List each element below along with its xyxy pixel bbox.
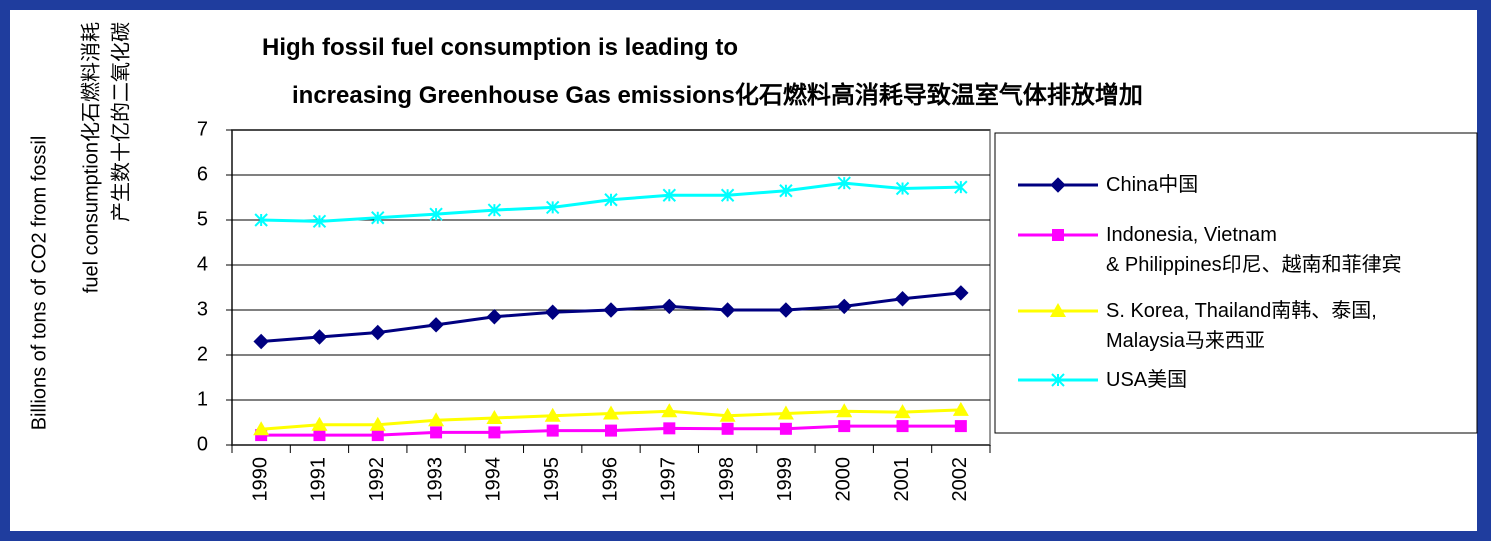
marker	[779, 184, 793, 198]
chart-title: High fossil fuel consumption is leading …	[262, 34, 739, 61]
marker	[954, 420, 967, 433]
legend-label: S. Korea, Thailand南韩、泰国, Malaysia马来西亚	[1106, 300, 1377, 352]
x-tick-label: 1992	[366, 457, 388, 502]
marker	[253, 421, 270, 436]
marker	[371, 429, 384, 442]
x-tick-label: 2001	[891, 457, 913, 502]
y-tick-label: 5	[197, 208, 208, 230]
marker	[719, 407, 736, 422]
x-tick-label: 1998	[716, 457, 738, 502]
marker	[370, 324, 386, 341]
marker	[546, 424, 559, 437]
marker	[894, 291, 911, 307]
marker	[1051, 373, 1065, 387]
marker	[952, 401, 969, 416]
marker	[719, 302, 736, 318]
marker	[603, 405, 619, 420]
marker	[720, 188, 735, 202]
marker	[603, 302, 619, 318]
y-axis-label: fuel consumption化石燃料消耗	[79, 22, 102, 293]
marker	[953, 285, 969, 301]
marker	[896, 420, 909, 433]
x-tick-label: 1999	[774, 457, 796, 502]
marker	[428, 317, 444, 333]
x-tick-label: 2002	[949, 457, 971, 502]
marker	[836, 298, 852, 315]
marker	[486, 410, 503, 424]
x-tick-label: 2000	[833, 457, 855, 502]
marker	[1052, 229, 1064, 241]
marker	[1050, 177, 1066, 193]
x-tick-label: 1993	[424, 457, 446, 502]
marker	[430, 426, 443, 439]
marker	[661, 403, 678, 418]
marker	[777, 405, 794, 420]
marker	[1050, 303, 1066, 317]
marker	[661, 298, 678, 315]
y-tick-label: 2	[197, 343, 208, 365]
x-tick-label: 1990	[249, 457, 271, 502]
x-tick-label: 1991	[308, 457, 330, 502]
legend-label: USA美国	[1106, 369, 1188, 391]
marker	[487, 203, 502, 217]
y-tick-label: 3	[197, 298, 208, 320]
y-tick-label: 7	[197, 118, 208, 140]
marker	[662, 188, 677, 202]
marker	[428, 412, 445, 427]
x-tick-label: 1997	[658, 457, 680, 502]
y-tick-label: 0	[197, 433, 208, 455]
marker	[779, 422, 792, 435]
legend-label: China中国	[1106, 174, 1199, 196]
marker	[954, 180, 968, 194]
marker	[488, 426, 501, 439]
chart-title: increasing Greenhouse Gas emissions化石燃料高…	[292, 82, 1143, 109]
marker	[253, 333, 269, 350]
marker	[778, 302, 794, 318]
x-tick-label: 1994	[483, 457, 505, 502]
marker	[604, 193, 618, 207]
legend-label: Indonesia, Vietnam & Philippines印尼、越南和菲律…	[1106, 224, 1402, 276]
marker	[371, 211, 385, 225]
marker	[369, 416, 386, 431]
marker	[663, 422, 676, 435]
marker	[254, 213, 268, 227]
marker	[486, 309, 503, 325]
y-axis-label: 产生数十亿的二氧化碳	[109, 22, 132, 222]
marker	[429, 207, 443, 221]
marker	[545, 200, 560, 215]
marker	[894, 404, 911, 419]
y-tick-label: 4	[197, 253, 208, 275]
legend-box	[994, 132, 1478, 434]
marker	[312, 214, 327, 229]
x-tick-label: 1996	[599, 457, 621, 502]
marker	[837, 176, 851, 190]
marker	[838, 420, 851, 433]
marker	[313, 429, 326, 442]
marker	[721, 422, 734, 435]
marker	[311, 329, 328, 345]
marker	[544, 407, 561, 422]
x-tick-label: 1995	[541, 457, 563, 502]
marker	[895, 181, 910, 196]
y-tick-label: 6	[197, 163, 208, 185]
y-axis-label: Billions of tons of CO2 from fossil	[28, 136, 50, 431]
marker	[544, 304, 561, 320]
y-tick-label: 1	[197, 388, 208, 410]
plot-area	[231, 129, 991, 446]
marker	[311, 416, 328, 431]
marker	[836, 403, 853, 418]
marker	[605, 424, 617, 437]
